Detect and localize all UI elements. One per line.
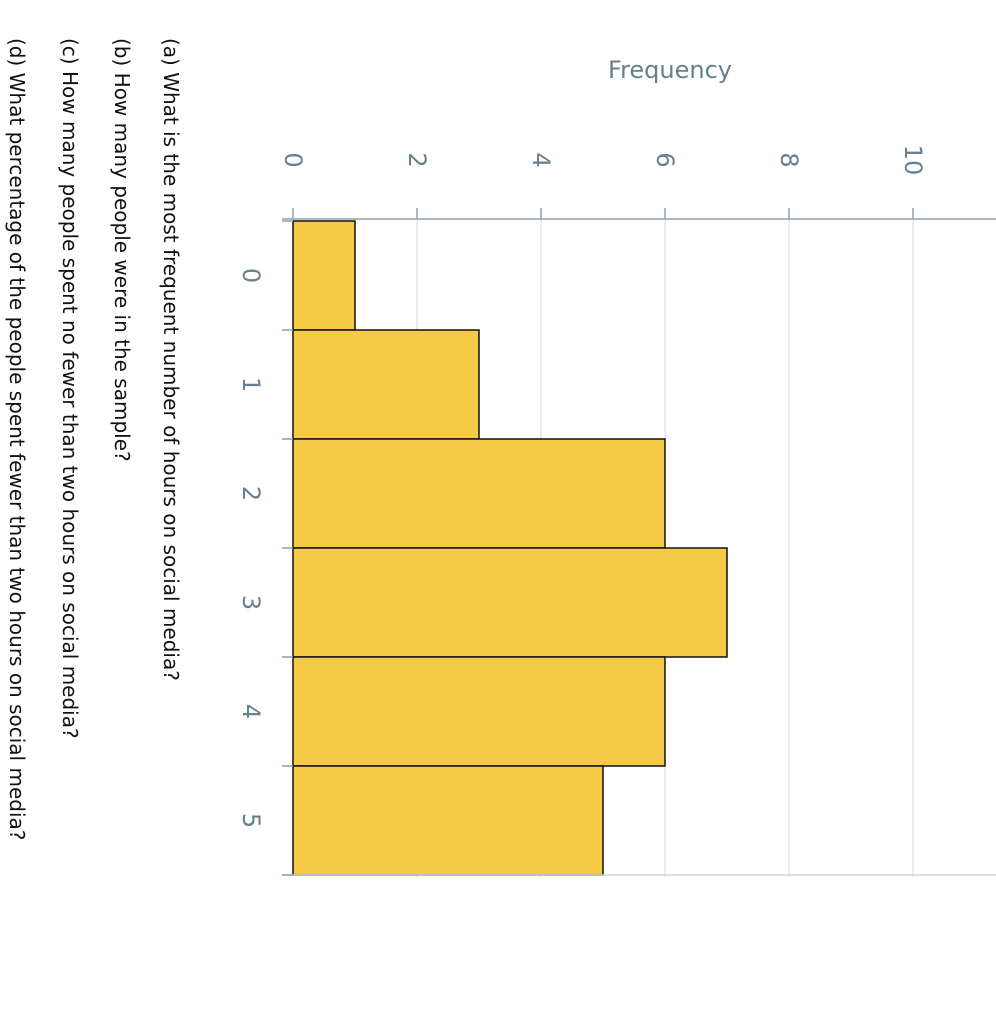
- question-b: (b) How many people were in the sample?: [110, 38, 134, 462]
- category-label-0: 0: [237, 268, 265, 283]
- frequency-tick-label-0: 0: [279, 152, 307, 167]
- category-label-4: 4: [237, 704, 265, 719]
- category-label-2: 2: [237, 486, 265, 501]
- bar-1: [292, 329, 480, 440]
- bar-2: [292, 438, 666, 549]
- frequency-axis-label: Frequency: [608, 56, 732, 84]
- question-a: (a) What is the most frequent number of …: [159, 38, 183, 681]
- bar-4: [292, 656, 666, 767]
- bars: [292, 220, 728, 876]
- bar-0: [292, 220, 356, 331]
- frequency-ticks: 0 2 4 6 8 10: [279, 145, 927, 176]
- frequency-tick-label-8: 8: [775, 152, 803, 167]
- bar-3: [292, 547, 728, 658]
- bar-5: [292, 765, 604, 876]
- frequency-tick-label-4: 4: [527, 152, 555, 167]
- category-ticks: 0 1 2 3 4 5: [237, 268, 265, 828]
- axes: [282, 208, 996, 876]
- question-d: (d) What percentage of the people spent …: [5, 38, 29, 841]
- frequency-tick-label-10: 10: [899, 145, 927, 176]
- category-label-1: 1: [237, 377, 265, 392]
- frequency-tick-label-6: 6: [651, 152, 679, 167]
- category-label-3: 3: [237, 595, 265, 610]
- frequency-tick-label-2: 2: [403, 152, 431, 167]
- category-label-5: 5: [237, 813, 265, 828]
- question-c: (c) How many people spent no fewer than …: [58, 38, 82, 739]
